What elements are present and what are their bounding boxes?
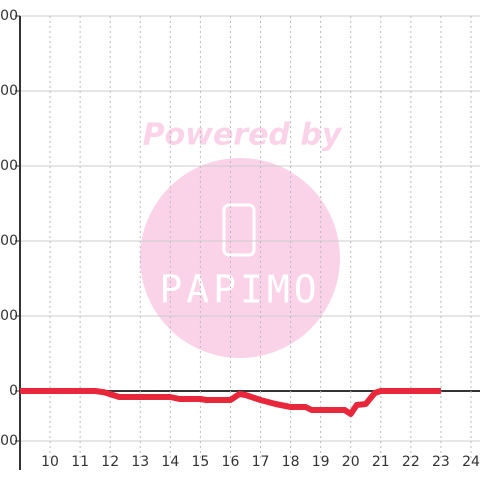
watermark-circle [140,158,340,358]
x-tick-label: 18 [282,454,300,470]
x-tick-label: 12 [101,454,119,470]
x-tick-label: 10 [41,454,59,470]
x-tick-label: 19 [312,454,330,470]
x-tick-label: 14 [161,454,179,470]
watermark-logo: PAPIMO [159,268,320,312]
watermark-icon [222,203,256,257]
x-tick-label: 23 [432,454,450,470]
y-tick-label: 30,000 [0,308,18,324]
y-tick-label: 60,000 [0,233,18,249]
line-series [20,388,441,417]
y-tick-label: 0 [9,383,18,399]
x-tick-label: 21 [372,454,390,470]
x-tick-label: 13 [131,454,149,470]
x-tick-label: 22 [402,454,420,470]
x-tick-label: 24 [462,454,480,470]
y-tick-label: 90,000 [0,158,18,174]
watermark-text: Powered by [143,118,343,153]
y-tick-label: -20,000 [0,433,18,449]
y-tick-label: 150,000 [0,8,18,24]
x-tick-label: 16 [222,454,240,470]
watermark: Powered by PAPIMO [140,118,343,358]
x-tick-label: 11 [71,454,89,470]
x-tick-label: 17 [252,454,270,470]
x-tick-label: 20 [342,454,360,470]
y-tick-label: 120,000 [0,83,18,99]
x-tick-label: 15 [191,454,209,470]
